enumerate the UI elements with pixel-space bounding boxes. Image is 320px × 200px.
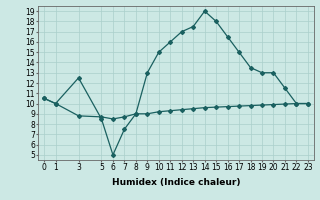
X-axis label: Humidex (Indice chaleur): Humidex (Indice chaleur) bbox=[112, 178, 240, 187]
